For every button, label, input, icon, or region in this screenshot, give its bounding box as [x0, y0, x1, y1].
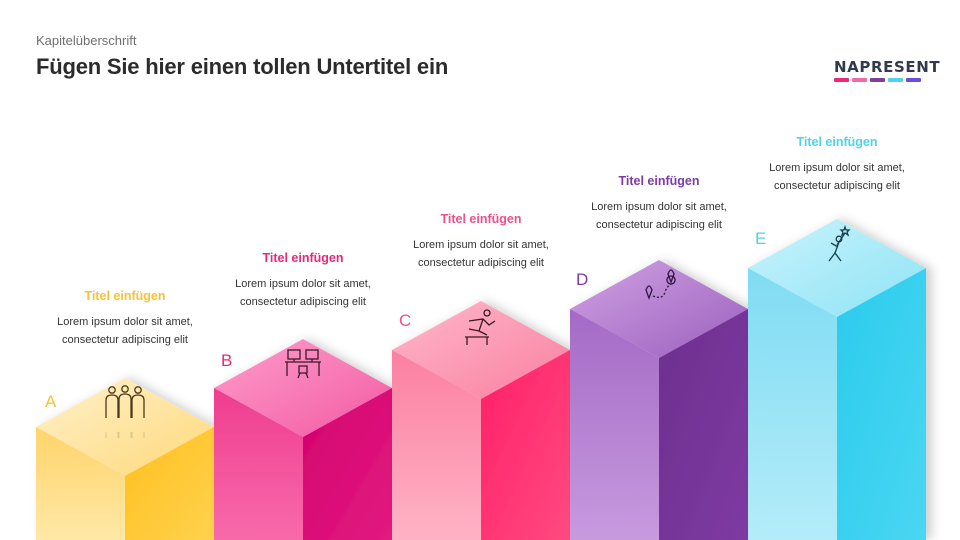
column-a: [36, 378, 214, 540]
column-d-letter: D: [576, 270, 589, 289]
column-e-right: [837, 268, 926, 540]
team-icon: [105, 385, 145, 418]
column-c-text: Titel einfügen Lorem ipsum dolor sit ame…: [391, 212, 571, 272]
goal-reach-icon: [828, 224, 851, 262]
column-d-body: Lorem ipsum dolor sit amet, consectetur …: [591, 201, 727, 231]
column-d-right: [659, 309, 748, 540]
column-e-body: Lorem ipsum dolor sit amet, consectetur …: [769, 162, 905, 192]
workspace-icon: [285, 349, 321, 379]
column-d: [570, 260, 748, 540]
logo-color-bars: [834, 78, 926, 82]
hurdle-runner-icon: [465, 309, 496, 345]
column-d-text: Titel einfügen Lorem ipsum dolor sit ame…: [569, 174, 749, 234]
team-icon-reflection: [105, 432, 145, 438]
column-c-title: Titel einfügen: [440, 212, 522, 226]
column-b-body: Lorem ipsum dolor sit amet, consectetur …: [235, 278, 371, 308]
column-a-right: [125, 427, 214, 540]
column-e-title: Titel einfügen: [796, 135, 878, 149]
logo-bar: [906, 78, 921, 82]
column-e-letter: E: [755, 229, 767, 248]
logo-bar: [834, 78, 849, 82]
column-b-right: [303, 388, 392, 540]
logo-bar: [852, 78, 867, 82]
column-a-text: Titel einfügen Lorem ipsum dolor sit ame…: [35, 289, 215, 349]
column-b-left: [214, 388, 303, 540]
column-a-left: [36, 427, 125, 540]
column-c-right: [481, 350, 570, 540]
column-d-left: [570, 309, 659, 540]
column-a-body: Lorem ipsum dolor sit amet, consectetur …: [57, 316, 193, 346]
column-c-letter: C: [399, 311, 412, 330]
column-e-left: [748, 268, 837, 540]
page-title: Fügen Sie hier einen tollen Untertitel e…: [36, 54, 449, 79]
logo-bar: [888, 78, 903, 82]
brand-logo: NAPRESENT: [834, 58, 941, 82]
logo-bar: [870, 78, 885, 82]
column-c-body: Lorem ipsum dolor sit amet, consectetur …: [413, 239, 549, 269]
column-a-title: Titel einfügen: [84, 289, 166, 303]
column-b-title: Titel einfügen: [262, 251, 344, 265]
column-c: [392, 301, 570, 540]
chapter-heading: Kapitelüberschrift: [36, 33, 137, 48]
route-pins-icon: [645, 269, 676, 300]
column-a-letter: A: [45, 392, 57, 411]
column-c-left: [392, 350, 481, 540]
column-d-title: Titel einfügen: [618, 174, 700, 188]
logo-text: NAPRESENT: [834, 58, 941, 76]
column-e: [748, 219, 926, 540]
column-b-letter: B: [221, 351, 233, 370]
column-e-text: Titel einfügen Lorem ipsum dolor sit ame…: [747, 135, 927, 195]
column-b: [214, 339, 392, 540]
column-b-text: Titel einfügen Lorem ipsum dolor sit ame…: [213, 251, 393, 311]
